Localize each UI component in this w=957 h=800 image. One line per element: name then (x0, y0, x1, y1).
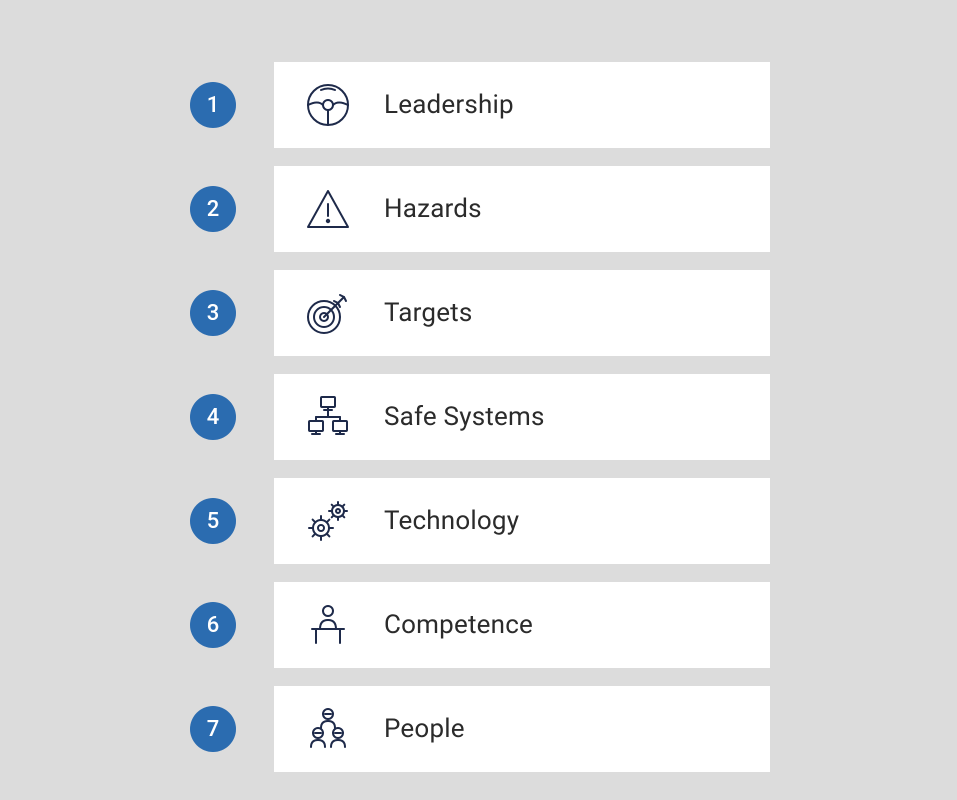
item-card: People (274, 686, 770, 772)
computer-network-icon (300, 389, 356, 445)
list-row: 2 Hazards (190, 166, 770, 252)
item-card: Hazards (274, 166, 770, 252)
list-row: 7 People (190, 686, 770, 772)
item-card: Competence (274, 582, 770, 668)
number-badge: 3 (190, 290, 236, 336)
item-card: Technology (274, 478, 770, 564)
item-label: Targets (384, 298, 473, 328)
number-text: 1 (207, 93, 220, 118)
people-group-icon (300, 701, 356, 757)
list-row: 5 (190, 478, 770, 564)
list-wrapper: 1 Leadership 2 (190, 62, 770, 790)
steering-wheel-icon (300, 77, 356, 133)
number-text: 5 (207, 509, 220, 534)
warning-triangle-icon (300, 181, 356, 237)
number-text: 3 (207, 301, 220, 326)
number-text: 7 (207, 717, 220, 742)
number-text: 2 (207, 197, 220, 222)
item-label: Competence (384, 610, 533, 640)
list-row: 6 Competence (190, 582, 770, 668)
number-badge: 5 (190, 498, 236, 544)
number-badge: 1 (190, 82, 236, 128)
number-badge: 4 (190, 394, 236, 440)
gears-icon (300, 493, 356, 549)
item-card: Targets (274, 270, 770, 356)
list-row: 1 Leadership (190, 62, 770, 148)
item-card: Safe Systems (274, 374, 770, 460)
item-label: People (384, 714, 465, 744)
list-row: 3 Targets (190, 270, 770, 356)
person-podium-icon (300, 597, 356, 653)
item-label: Hazards (384, 194, 482, 224)
number-badge: 7 (190, 706, 236, 752)
item-label: Leadership (384, 90, 514, 120)
item-label: Technology (384, 506, 519, 536)
target-arrow-icon (300, 285, 356, 341)
number-badge: 2 (190, 186, 236, 232)
item-label: Safe Systems (384, 402, 545, 432)
number-text: 6 (207, 613, 220, 638)
number-text: 4 (207, 405, 220, 430)
list-row: 4 Safe Sy (190, 374, 770, 460)
item-card: Leadership (274, 62, 770, 148)
number-badge: 6 (190, 602, 236, 648)
